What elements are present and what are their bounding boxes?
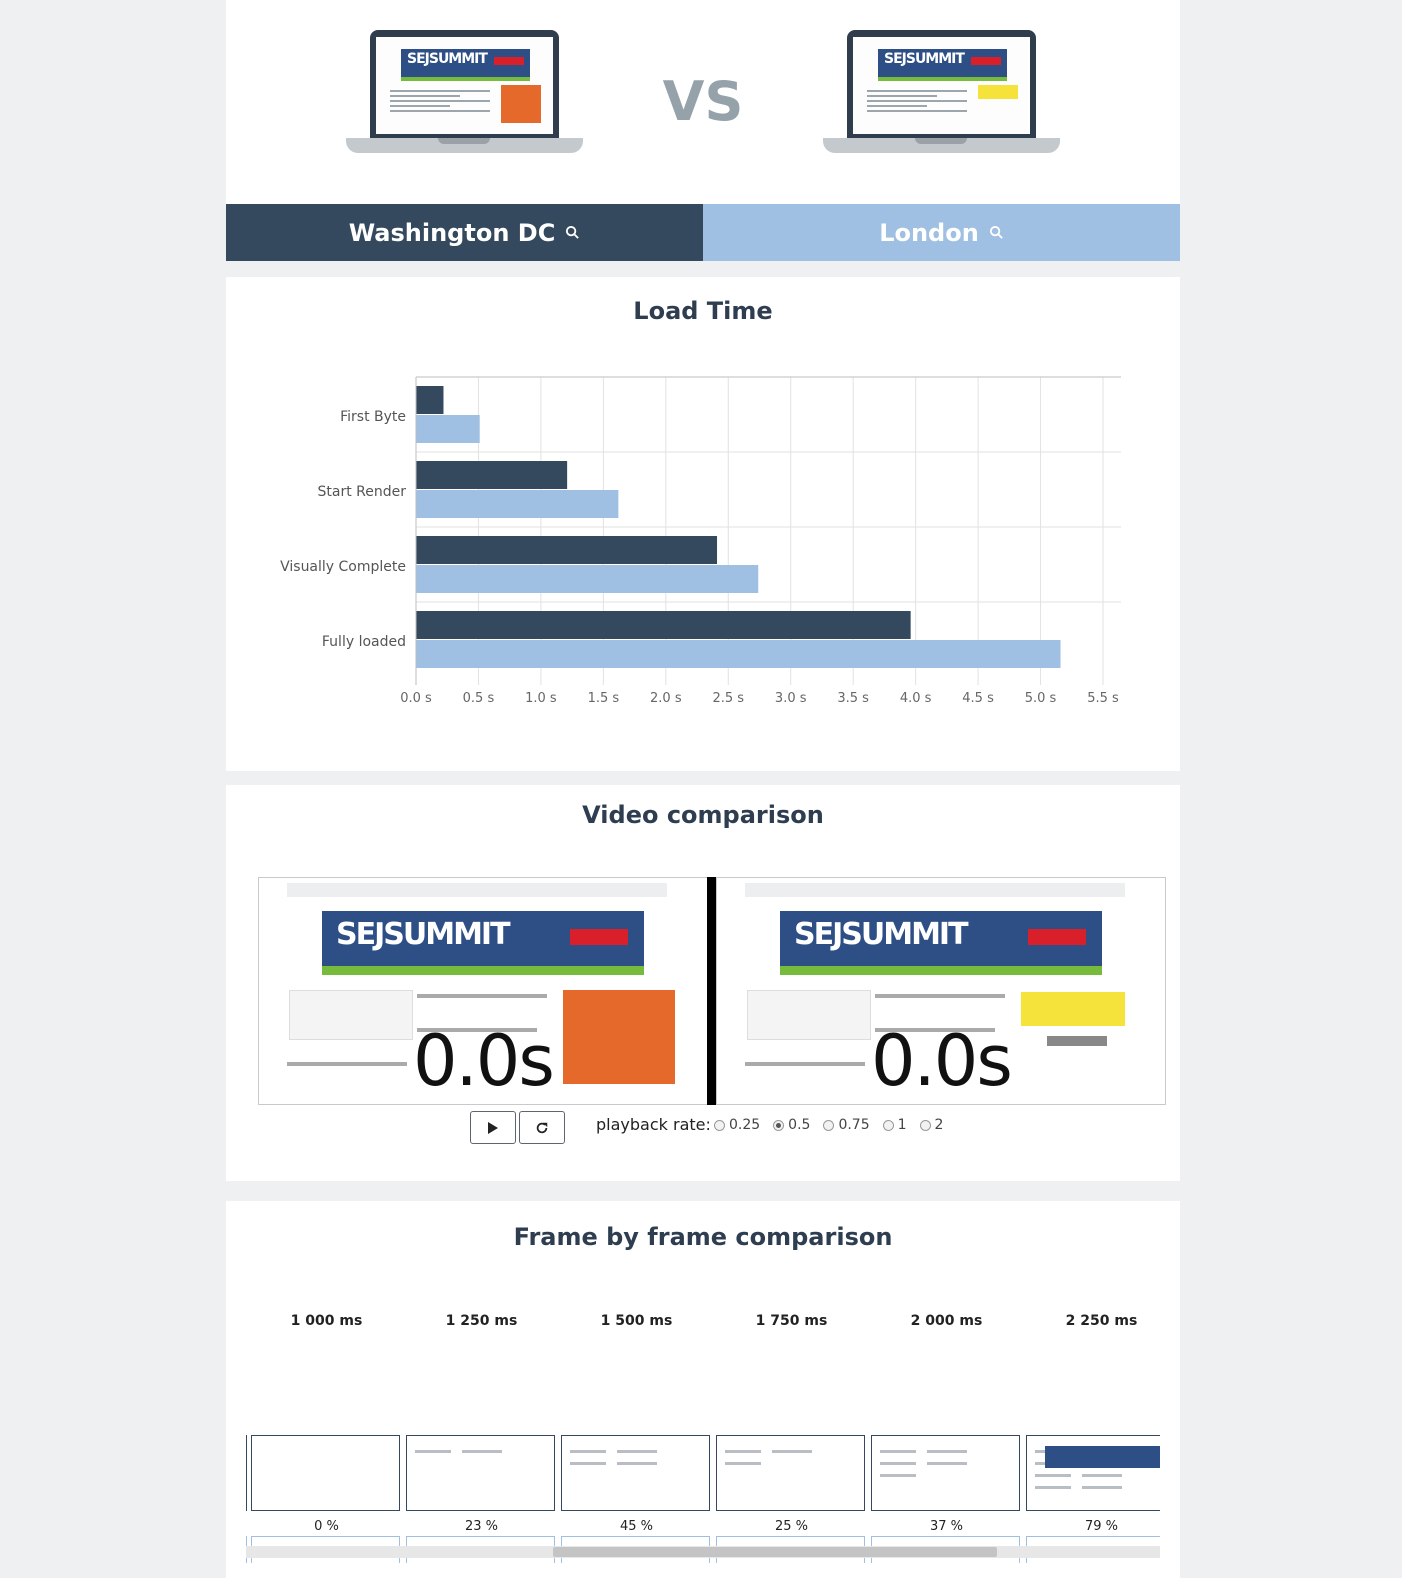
frame-visual-progress: 37 % [929,1519,964,1534]
frame-time-label: 1 500 ms [600,1313,673,1329]
x-tick-label: 4.5 s [962,691,994,706]
playback-rate-value: 2 [934,1117,944,1133]
load-time-panel: Load Time 0.0 s 0.5 s 1.0 s 1.5 s 2.0 s 2.5 s… [226,277,1180,771]
playback-rate-option[interactable]: 0.75 [823,1117,870,1133]
location-washington-dc[interactable]: Washington DC [226,204,703,261]
frame-thumb-washington-dc[interactable] [251,1435,400,1511]
radio-button[interactable] [882,1119,894,1131]
load-time-chart: 0.0 s 0.5 s 1.0 s 1.5 s 2.0 s 2.5 s 3.0 s 3.5 s… [280,376,1121,706]
play-button[interactable] [470,1111,516,1144]
video-title: Video comparison [582,801,824,829]
frame-visual-progress: 0 % [314,1519,339,1534]
bar-london [416,565,759,593]
y-category-label: Start Render [318,484,407,500]
frame-visual-progress: 79 % [1084,1519,1119,1534]
frames-title: Frame by frame comparison [513,1223,893,1251]
restart-button[interactable] [519,1111,565,1144]
frame-thumb-washington-dc[interactable] [716,1435,865,1511]
vs-label: VS [662,70,744,133]
site-logo: SEJSUMMIT [884,51,965,67]
bar-washington-dc [416,461,568,489]
bar-london [416,640,1061,668]
x-tick-label: 3.5 s [837,691,869,706]
frame-time-label: 1 250 ms [445,1313,518,1329]
playback-rate-value: 0.5 [788,1117,811,1133]
playback-rate-option[interactable]: 1 [882,1117,907,1133]
x-tick-label: 5.5 s [1087,691,1119,706]
frame-visual-progress: 25 % [774,1519,809,1534]
frame-time-label: 1 000 ms [290,1313,363,1329]
frame-thumb-washington-dc[interactable] [871,1435,1020,1511]
load-time-title: Load Time [633,297,773,325]
site-logo: SEJSUMMIT [794,917,969,952]
frame-thumb-washington-dc[interactable] [1026,1435,1160,1511]
location-london[interactable]: London [703,204,1180,261]
frames-scrollbar[interactable] [246,1546,1160,1558]
radio-button[interactable] [919,1119,931,1131]
frame-visual-progress: 23 % [464,1519,499,1534]
x-tick-label: 2.0 s [650,691,682,706]
site-logo: SEJSUMMIT [407,51,488,67]
frame-time-label: 1 750 ms [755,1313,828,1329]
y-category-label: Fully loaded [322,634,406,650]
playback-rate-value: 0.25 [729,1117,761,1133]
bar-washington-dc [416,386,444,414]
frame-thumb-partial [246,1435,247,1511]
playback-rate-value: 0.75 [838,1117,870,1133]
location-tabs: Washington DC London [226,204,1180,261]
comparison-header: SEJSUMMIT VS SEJSUMMIT [226,0,1180,204]
x-tick-label: 1.5 s [588,691,620,706]
y-category-label: Visually Complete [280,559,406,575]
y-category-label: First Byte [340,409,406,425]
playback-rate-option[interactable]: 2 [919,1117,944,1133]
frame-time-label: 2 000 ms [910,1313,983,1329]
video-right-timer: 0.0s [871,1020,1013,1102]
radio-button[interactable] [714,1119,725,1131]
x-tick-label: 2.5 s [712,691,744,706]
playback-rate-value: 1 [897,1117,907,1133]
laptop-preview-left: SEJSUMMIT [346,30,583,154]
frame-visual-progress: 45 % [619,1519,654,1534]
search-icon [989,225,1003,239]
location-label: London [879,218,979,247]
play-icon [488,1121,498,1134]
bar-washington-dc [416,611,911,639]
refresh-icon [536,1122,548,1133]
video-right[interactable]: SEJSUMMIT 0.0s [716,877,1166,1105]
x-tick-label: 0.0 s [400,691,432,706]
x-tick-label: 4.0 s [900,691,932,706]
bar-london [416,415,480,443]
search-icon [566,225,580,239]
x-tick-label: 3.0 s [775,691,807,706]
frame-time-label: 2 250 ms [1065,1313,1138,1329]
radio-button[interactable] [823,1119,835,1131]
location-label: Washington DC [348,218,556,247]
frame-thumb-washington-dc[interactable] [406,1435,555,1511]
frames-panel: Frame by frame comparison 1 000 ms0 %0 %… [226,1201,1180,1578]
video-divider [707,877,716,1105]
x-tick-label: 0.5 s [463,691,495,706]
frames-scroll-thumb[interactable] [553,1547,997,1557]
site-logo: SEJSUMMIT [336,917,511,952]
radio-button[interactable] [773,1119,785,1131]
x-tick-label: 5.0 s [1025,691,1057,706]
bar-london [416,490,619,518]
x-tick-label: 1.0 s [525,691,557,706]
bar-washington-dc [416,536,718,564]
playback-rate-option[interactable]: 0.25 [714,1117,760,1133]
frame-thumb-washington-dc[interactable] [561,1435,710,1511]
playback-rate-label: playback rate: [596,1115,711,1134]
playback-rate-option[interactable]: 0.5 [773,1117,810,1133]
video-left-timer: 0.0s [413,1020,555,1102]
video-panel: Video comparison SEJSUMMIT 0.0s SEJSUMMI… [226,785,1180,1181]
playback-rate-options: 0.25 0.5 0.75 1 2 [714,1117,956,1133]
laptop-preview-right: SEJSUMMIT [823,30,1060,154]
video-left[interactable]: SEJSUMMIT 0.0s [258,877,708,1105]
